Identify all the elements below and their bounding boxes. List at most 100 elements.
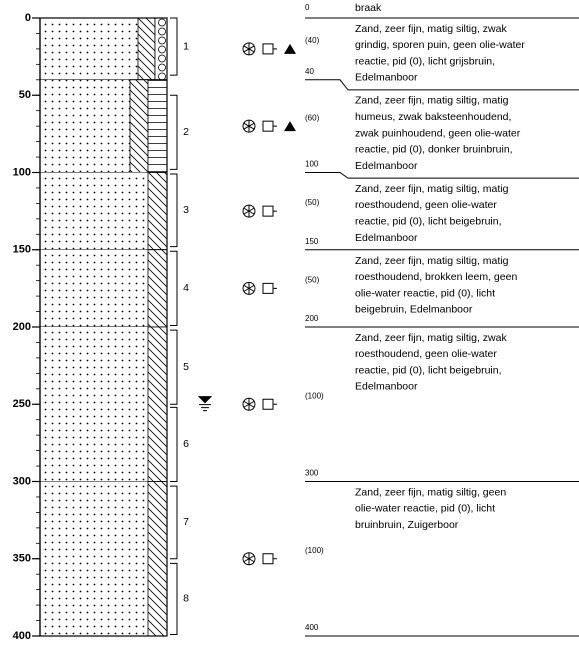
sand-fill	[40, 327, 148, 482]
description-line: beigebruin, Edelmanboor	[355, 304, 473, 316]
sand-fill	[40, 172, 148, 250]
description-line: grindig, sporen puin, geen olie-water	[355, 39, 525, 51]
tick-label: 250	[13, 398, 31, 410]
silt-hatch	[147, 249, 168, 328]
sample-icon-star	[243, 282, 255, 295]
tick-label: 150	[13, 244, 31, 256]
description-line: Zand, zeer fijn, matig siltig, zwak	[355, 23, 507, 35]
thickness-label: (100)	[305, 391, 324, 400]
description-line: humeus, zwak baksteenhoudend,	[355, 111, 511, 123]
depth-label: 400	[305, 623, 319, 632]
tick-label: 0	[25, 12, 31, 24]
description-line: Zand, zeer fijn, matig siltig, matig	[355, 183, 509, 195]
tick-label: 200	[13, 321, 31, 333]
sample-bracket	[170, 562, 178, 635]
tick-label: 100	[13, 166, 31, 178]
silt-hatch	[129, 79, 149, 173]
description-line: Zand, zeer fijn, matig siltig, zwak	[355, 332, 507, 344]
samples: 1 2 3 4 5 6 7 8	[170, 17, 213, 635]
description-line: Zand, zeer fijn, matig siltig, geen	[355, 486, 506, 498]
sample-bracket	[170, 250, 178, 326]
sample-label: 2	[183, 126, 189, 138]
sand-fill	[40, 249, 148, 327]
description-line: bruinbruin, Zuigerboor	[355, 519, 459, 531]
tick-label: 400	[13, 630, 31, 642]
depth-label: 200	[305, 314, 319, 323]
depth-label: 150	[305, 237, 319, 246]
jar-icon	[262, 553, 274, 565]
sample-label: 6	[183, 438, 189, 450]
description-line: zwak puinhoudend, geen olie-water	[355, 127, 521, 139]
depth-label: 100	[305, 160, 319, 169]
jar-icon	[262, 43, 274, 55]
groundwater-symbol	[197, 396, 213, 412]
sample-icon-star	[243, 205, 255, 218]
sand-fill	[40, 79, 130, 173]
jar-icon	[262, 398, 274, 410]
sample-label: 4	[183, 282, 189, 294]
sand-fill	[40, 481, 148, 636]
description-line: olie-water reactie, pid (0), licht	[355, 287, 495, 299]
boundary-line	[305, 172, 579, 179]
sample-label: 8	[183, 593, 189, 605]
jar-icon	[262, 282, 274, 294]
thickness-label: (100)	[305, 546, 324, 555]
description-line: Edelmanboor	[355, 232, 418, 244]
tick-label: 300	[13, 475, 31, 487]
sample-label: 3	[183, 204, 189, 216]
description-line: Edelmanboor	[355, 72, 418, 84]
description-line: Edelmanboor	[355, 381, 418, 393]
sample-bracket	[170, 406, 178, 482]
sample-bracket	[170, 485, 178, 560]
silt-hatch	[147, 172, 168, 251]
sample-label: 7	[183, 516, 189, 528]
humus-fill	[147, 79, 168, 173]
sand-fill	[40, 18, 138, 80]
sample-bracket	[170, 329, 178, 405]
tick-label: 350	[13, 553, 31, 565]
description-line: Zand, zeer fijn, matig siltig, matig	[355, 95, 509, 107]
sample-label: 1	[183, 40, 189, 52]
thickness-label: (50)	[305, 275, 320, 284]
jar-icon	[262, 205, 274, 217]
sample-icon-star	[243, 120, 255, 133]
silt-hatch	[147, 481, 168, 637]
sample-bracket	[170, 94, 178, 170]
thickness-label: (50)	[305, 198, 320, 207]
description-line: roesthoudend, geen olie-water	[355, 348, 497, 360]
description-line: Zand, zeer fijn, matig siltig, matig	[355, 255, 509, 267]
boundary-line	[305, 79, 579, 91]
description-line: roesthoudend, geen olie-water	[355, 199, 497, 211]
descriptions: 0 braak (40) Zand, zeer fijn, matig siltig,…	[305, 2, 579, 637]
description-line: reactie, pid (0), licht beigebruin,	[355, 364, 502, 376]
silt-hatch	[137, 17, 156, 81]
triangle-icon	[284, 121, 296, 132]
sample-bracket	[170, 17, 178, 76]
sample-bracket	[170, 173, 178, 248]
symbols	[242, 42, 296, 566]
depth-axis: 0 50 100 150 200 250 300 350 400	[13, 12, 41, 642]
depth-label: 300	[305, 469, 319, 478]
thickness-label: (40)	[305, 36, 320, 45]
description-line: olie-water reactie, pid (0), licht	[355, 503, 495, 515]
surface-label: braak	[355, 2, 382, 14]
triangle-icon	[284, 43, 296, 54]
description-line: Edelmanboor	[355, 160, 418, 172]
description-line: reactie, pid (0), donker bruinbruin,	[355, 144, 513, 156]
gravel-fill	[154, 17, 168, 81]
depth-label: 40	[305, 67, 314, 76]
lithology-column	[39, 17, 168, 637]
silt-hatch	[147, 326, 168, 482]
description-line: reactie, pid (0), licht grijsbruin,	[355, 55, 495, 67]
tick-label: 50	[19, 89, 31, 101]
jar-icon	[262, 120, 274, 132]
depth-label: 0	[305, 3, 310, 12]
description-line: roesthoudend, brokken leem, geen	[355, 271, 517, 283]
description-line: reactie, pid (0), licht beigebruin,	[355, 215, 502, 227]
sample-label: 5	[183, 361, 189, 373]
thickness-label: (60)	[305, 113, 320, 122]
sample-icon-star	[243, 398, 255, 411]
sample-icon-star	[243, 552, 255, 565]
sample-icon-star	[243, 42, 255, 55]
